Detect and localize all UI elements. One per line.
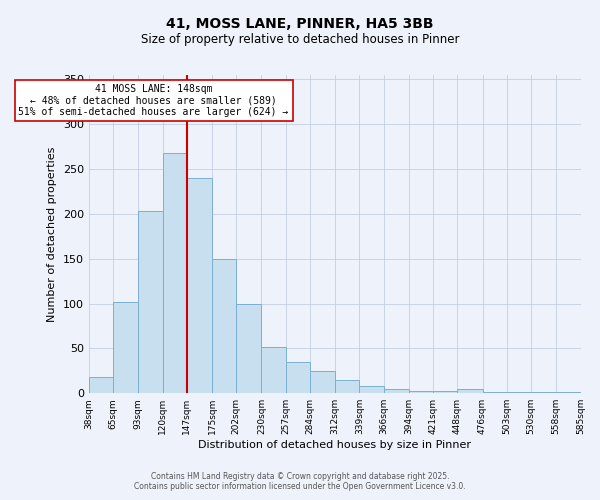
Bar — [482, 392, 507, 393]
Text: Contains public sector information licensed under the Open Government Licence v3: Contains public sector information licen… — [134, 482, 466, 491]
Bar — [335, 380, 359, 393]
Text: Size of property relative to detached houses in Pinner: Size of property relative to detached ho… — [141, 32, 459, 46]
Bar — [286, 362, 310, 393]
Bar — [310, 371, 335, 393]
Bar — [383, 388, 409, 393]
Bar — [262, 346, 286, 393]
Bar — [409, 390, 433, 393]
Bar — [113, 302, 139, 393]
X-axis label: Distribution of detached houses by size in Pinner: Distribution of detached houses by size … — [198, 440, 471, 450]
Bar — [433, 390, 457, 393]
Bar — [139, 211, 163, 393]
Bar — [457, 388, 482, 393]
Bar — [163, 153, 187, 393]
Bar — [507, 392, 531, 393]
Text: 41 MOSS LANE: 148sqm
← 48% of detached houses are smaller (589)
51% of semi-deta: 41 MOSS LANE: 148sqm ← 48% of detached h… — [19, 84, 289, 117]
Bar — [89, 377, 113, 393]
Bar — [359, 386, 383, 393]
Bar — [556, 392, 581, 393]
Bar — [187, 178, 212, 393]
Text: Contains HM Land Registry data © Crown copyright and database right 2025.: Contains HM Land Registry data © Crown c… — [151, 472, 449, 481]
Bar — [236, 304, 262, 393]
Bar — [531, 392, 556, 393]
Bar — [212, 259, 236, 393]
Text: 41, MOSS LANE, PINNER, HA5 3BB: 41, MOSS LANE, PINNER, HA5 3BB — [166, 18, 434, 32]
Y-axis label: Number of detached properties: Number of detached properties — [47, 146, 58, 322]
